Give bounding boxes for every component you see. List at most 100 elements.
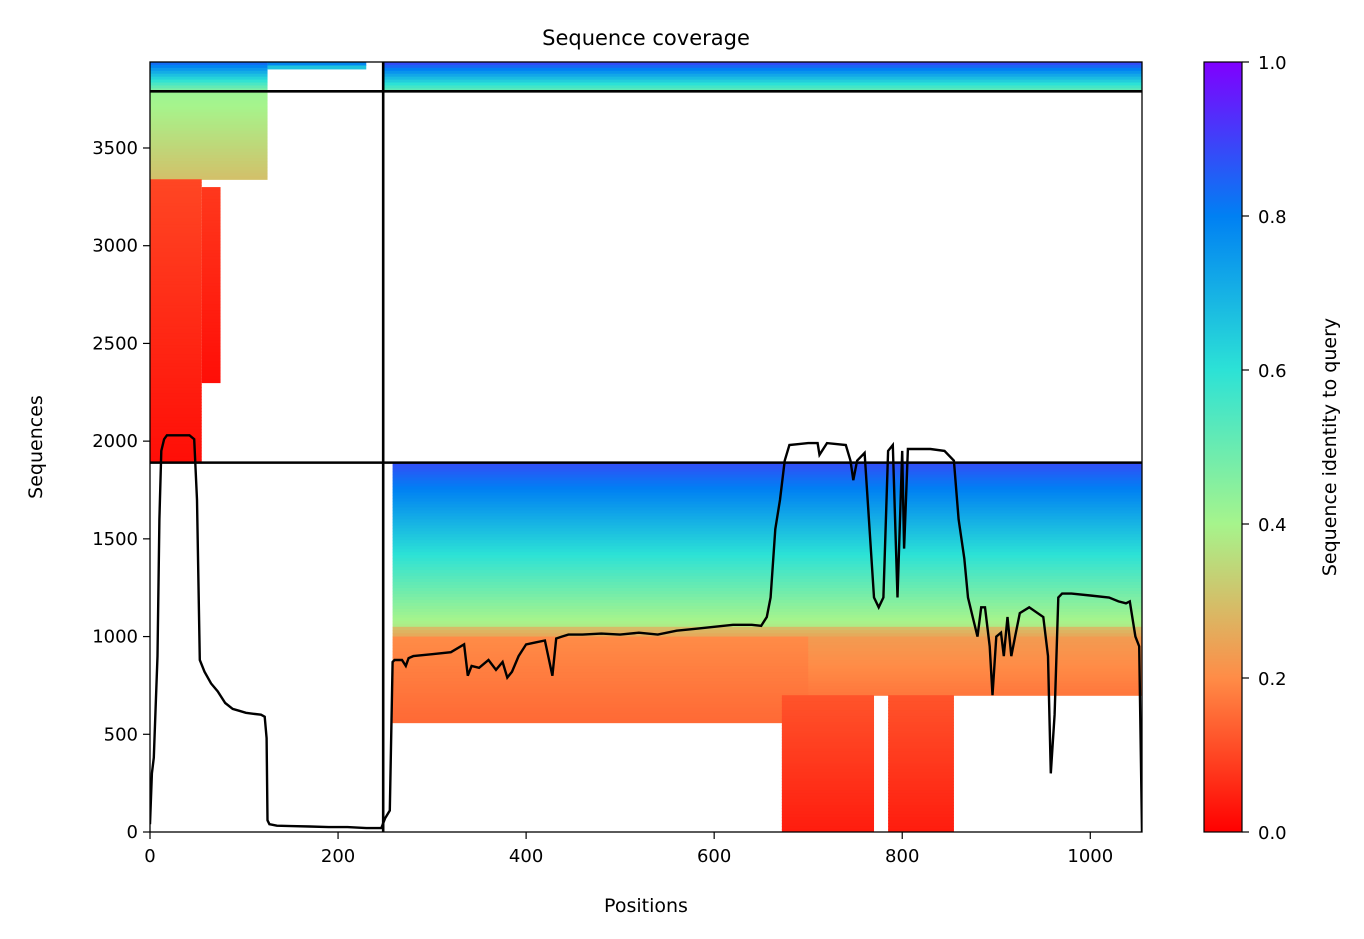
identity-stripe	[392, 605, 1142, 610]
identity-stripe	[392, 471, 1142, 476]
identity-stripe	[392, 704, 809, 709]
identity-stripe	[392, 558, 1142, 562]
identity-stripe	[781, 808, 875, 812]
identity-stripe	[781, 817, 875, 821]
identity-stripe	[201, 250, 221, 254]
x-axis-label: Positions	[604, 895, 688, 917]
identity-stripe	[150, 161, 268, 165]
identity-stripe	[770, 662, 1142, 667]
identity-stripe	[888, 713, 954, 717]
identity-stripe	[150, 314, 202, 319]
identity-stripe	[888, 757, 954, 762]
identity-stripe	[150, 438, 202, 443]
identity-stripe	[150, 272, 202, 277]
identity-stripe	[201, 367, 221, 372]
identity-stripe	[150, 115, 268, 120]
identity-stripe	[888, 721, 954, 726]
identity-stripe	[392, 684, 809, 688]
identity-stripe	[888, 829, 954, 832]
identity-stripe	[150, 284, 202, 289]
identity-stripe	[150, 302, 202, 307]
identity-stripe	[392, 602, 1142, 607]
identity-stripe	[383, 76, 1142, 81]
identity-stripe	[201, 319, 221, 323]
identity-stripe	[888, 748, 954, 753]
identity-stripe	[392, 534, 1142, 538]
identity-stripe	[392, 585, 1142, 589]
identity-stripe	[150, 453, 202, 458]
identity-stripe	[392, 486, 1142, 491]
identity-stripe	[201, 241, 221, 245]
coverage-block	[383, 62, 1142, 92]
identity-stripe	[888, 766, 954, 771]
identity-stripe	[150, 139, 268, 144]
identity-stripe	[150, 185, 202, 189]
identity-stripe	[150, 363, 202, 367]
identity-stripe	[150, 326, 202, 331]
identity-stripe	[201, 271, 221, 275]
y-tick-label: 500	[104, 724, 138, 745]
identity-stripe	[201, 229, 221, 233]
coverage-blocks	[150, 62, 1142, 832]
identity-stripe	[781, 790, 875, 794]
identity-stripe	[150, 275, 202, 280]
identity-stripe	[781, 745, 875, 750]
identity-stripe	[150, 336, 202, 340]
identity-stripe	[770, 648, 1142, 652]
identity-stripe	[888, 754, 954, 759]
identity-stripe	[781, 811, 875, 815]
identity-stripe	[392, 543, 1142, 547]
identity-stripe	[392, 636, 809, 641]
identity-stripe	[770, 689, 1142, 693]
identity-stripe	[150, 236, 202, 241]
identity-stripe	[781, 710, 875, 714]
identity-stripe	[392, 639, 809, 644]
identity-stripe	[770, 686, 1142, 690]
identity-stripe	[781, 713, 875, 717]
identity-stripe	[201, 340, 221, 345]
identity-stripe	[781, 763, 875, 768]
y-tick-label: 1500	[92, 529, 138, 550]
identity-stripe	[150, 209, 202, 214]
identity-stripe	[770, 665, 1142, 670]
colorbar-tick-label: 0.4	[1258, 515, 1287, 536]
identity-stripe	[150, 62, 268, 66]
identity-stripe	[150, 378, 202, 382]
identity-stripe	[201, 235, 221, 239]
identity-stripe	[150, 323, 202, 328]
identity-stripe	[392, 546, 1142, 550]
identity-stripe	[392, 678, 809, 682]
identity-stripe	[888, 793, 954, 797]
identity-stripe	[201, 217, 221, 221]
identity-stripe	[201, 283, 221, 287]
identity-stripe	[201, 328, 221, 332]
identity-stripe	[392, 525, 1142, 529]
coverage-block	[267, 62, 367, 70]
identity-stripe	[150, 200, 202, 204]
identity-stripe	[781, 724, 875, 729]
identity-stripe	[201, 259, 221, 263]
identity-stripe	[770, 668, 1142, 673]
identity-stripe	[201, 187, 221, 191]
identity-stripe	[781, 766, 875, 771]
identity-stripe	[150, 233, 202, 238]
identity-stripe	[150, 67, 268, 72]
identity-stripe	[150, 384, 202, 388]
identity-stripe	[888, 760, 954, 765]
identity-stripe	[150, 366, 202, 370]
identity-stripe	[201, 313, 221, 317]
identity-stripe	[150, 266, 202, 271]
identity-stripe	[201, 277, 221, 281]
identity-stripe	[150, 182, 202, 186]
identity-stripe	[150, 215, 202, 220]
identity-stripe	[392, 495, 1142, 500]
identity-stripe	[392, 579, 1142, 583]
identity-stripe	[888, 745, 954, 750]
identity-stripe	[150, 320, 202, 325]
identity-stripe	[150, 227, 202, 232]
identity-stripe	[150, 242, 202, 247]
identity-stripe	[201, 280, 221, 284]
identity-stripe	[150, 372, 202, 376]
identity-stripe	[392, 492, 1142, 497]
